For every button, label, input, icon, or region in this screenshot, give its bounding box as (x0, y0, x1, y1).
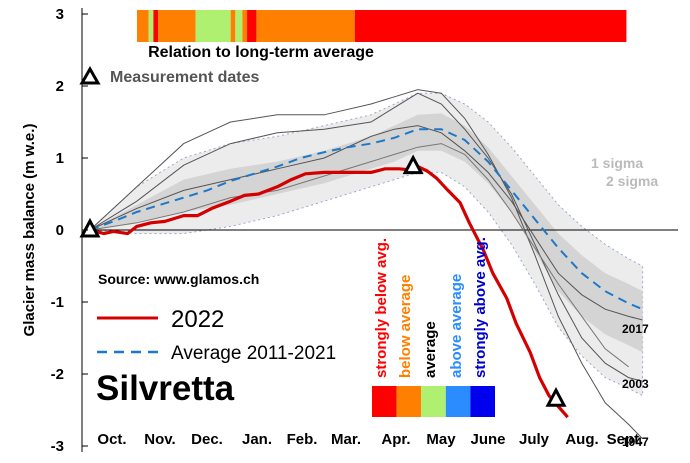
category-labels: strongly below avg. below average average a… (373, 237, 489, 378)
x-tick-label: Dec. (191, 431, 223, 448)
x-tick-label: Sept. (607, 431, 644, 448)
triangle-icon (79, 65, 101, 85)
relation-segment (158, 10, 196, 42)
measurement-label: Measurement dates (110, 69, 259, 86)
category-label: average (422, 321, 439, 378)
y-tick-label: -3 (51, 438, 64, 455)
relation-segment (354, 10, 627, 42)
legend-label-average: Average 2011-2021 (171, 343, 336, 364)
source-label: Source: www.glamos.ch (98, 271, 259, 287)
category-label: strongly above avg. (472, 237, 489, 378)
x-tick-label: Apr. (381, 431, 410, 448)
category-swatch (372, 386, 397, 417)
y-tick-label: -2 (51, 366, 64, 383)
measurement-legend: Measurement dates (79, 65, 259, 86)
y-tick-label: 0 (56, 222, 64, 239)
category-swatch (470, 386, 495, 417)
x-tick-label: Aug. (565, 431, 598, 448)
series-line (89, 125, 643, 321)
year-label: 1947 (622, 435, 649, 449)
measurement-marker (402, 154, 424, 175)
relation-segment (242, 10, 248, 42)
tick-labels: 3 2 1 0 -1 -2 -3 Oct. Nov. Dec. Jan. Feb. Mar. Apr. Ma… (51, 6, 644, 455)
x-tick-label: Nov. (144, 431, 175, 448)
series-line (89, 89, 643, 440)
x-tick-label: June (470, 431, 505, 448)
measurement-marker (79, 217, 101, 238)
category-label: above average (448, 274, 465, 378)
y-tick-label: -1 (51, 294, 64, 311)
relation-bar-title: Relation to long-term average (148, 44, 374, 61)
year-labels: 2017 2003 1947 (622, 322, 649, 449)
y-tick-label: 1 (56, 150, 64, 167)
year-label: 2003 (622, 377, 649, 391)
x-tick-label: Feb. (287, 431, 318, 448)
relation-segment (148, 10, 154, 42)
measurement-marker (545, 387, 567, 407)
category-label: below average (397, 275, 414, 378)
series-line (89, 92, 643, 382)
relation-segment (153, 10, 159, 42)
category-swatch (421, 386, 446, 417)
relation-segment (137, 10, 149, 42)
y-tick-label: 2 (56, 78, 64, 95)
series-lines (89, 89, 643, 440)
chart-title: Silvretta (96, 369, 235, 408)
x-tick-label: Jan. (242, 431, 272, 448)
x-tick-label: May (426, 431, 456, 448)
year-label: 2017 (622, 322, 649, 336)
sigma-1-label: 1 sigma (591, 155, 643, 171)
relation-segment (195, 10, 231, 42)
legend: 2022 Average 2011-2021 (97, 306, 336, 364)
relation-segment (230, 10, 236, 42)
sigma-2-label: 2 sigma (606, 173, 658, 189)
legend-label-2022: 2022 (171, 306, 224, 333)
relation-bar (137, 10, 627, 42)
category-label: strongly below avg. (373, 238, 390, 378)
category-swatches (372, 386, 495, 417)
relation-segment (247, 10, 257, 42)
x-tick-label: Oct. (97, 431, 126, 448)
y-axis-label: Glacier mass balance (m w.e.) (21, 124, 38, 337)
series-line (89, 143, 629, 368)
series-2022 (89, 165, 569, 419)
band-1sigma (90, 113, 643, 353)
relation-segment (256, 10, 355, 42)
relation-segment (235, 10, 243, 42)
measurement-markers (79, 154, 567, 407)
category-swatch (396, 386, 422, 417)
x-tick-label: July (519, 431, 550, 448)
sigma-bands (88, 92, 644, 397)
category-swatch (445, 386, 471, 417)
x-tick-label: Mar. (331, 431, 361, 448)
y-tick-label: 3 (56, 6, 64, 23)
